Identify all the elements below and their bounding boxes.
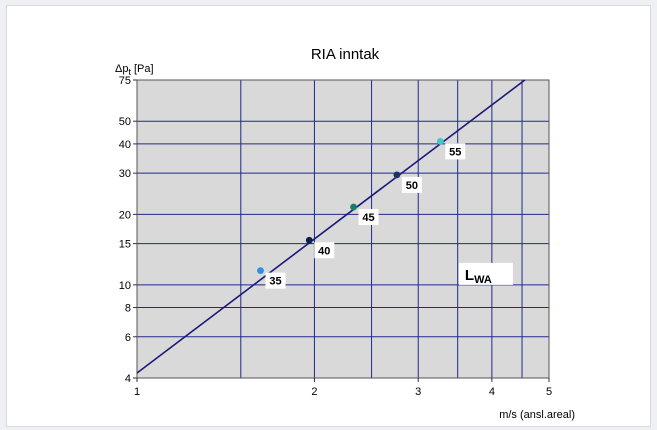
y-tick-label: 20 xyxy=(119,209,131,221)
plot-border xyxy=(136,79,550,379)
plot-background xyxy=(137,80,549,378)
x-tick-label: 2 xyxy=(311,386,317,398)
data-point xyxy=(393,171,401,179)
data-label-box xyxy=(445,143,466,160)
data-label: 55 xyxy=(449,146,461,158)
x-axis-label: m/s (ansl.areal) xyxy=(499,409,575,421)
chart-title: RIA inntak xyxy=(311,46,380,63)
annotation-lwa: LWA xyxy=(465,267,492,286)
y-tick-label: 8 xyxy=(125,303,131,315)
y-tick-label: 4 xyxy=(125,373,131,385)
data-label: 35 xyxy=(269,276,281,288)
data-point xyxy=(305,236,313,244)
y-axis-label: Δpt [Pa] xyxy=(115,63,154,77)
data-label: 40 xyxy=(318,245,330,257)
chart-frame: RIA inntak Δpt [Pa] m/s (ansl.areal) 4 6 8 1… xyxy=(6,5,651,427)
y-tick-label: 75 xyxy=(119,75,131,87)
y-tick-label: 10 xyxy=(119,280,131,292)
chart: RIA inntak Δpt [Pa] m/s (ansl.areal) 4 6 8 1… xyxy=(115,46,575,421)
x-tick-label: 1 xyxy=(134,386,140,398)
y-tick-label: 6 xyxy=(125,332,131,344)
data-label: 45 xyxy=(362,212,374,224)
data-point xyxy=(350,203,357,211)
series-line xyxy=(136,79,526,374)
x-tick-label: 3 xyxy=(415,386,421,398)
data-point xyxy=(436,137,444,145)
annotation-box xyxy=(458,262,513,285)
x-tick-label: 4 xyxy=(489,386,495,398)
x-tick-label: 5 xyxy=(546,386,552,398)
data-label-box xyxy=(358,209,379,226)
data-label-box xyxy=(314,242,335,259)
data-label-box xyxy=(265,272,286,289)
data-label-box xyxy=(401,176,422,193)
y-tick-label: 50 xyxy=(119,116,131,128)
y-tick-label: 15 xyxy=(119,239,131,251)
data-label: 50 xyxy=(406,180,418,192)
y-tick-label: 30 xyxy=(119,168,131,180)
data-point xyxy=(257,267,264,275)
y-tick-label: 40 xyxy=(119,139,131,151)
